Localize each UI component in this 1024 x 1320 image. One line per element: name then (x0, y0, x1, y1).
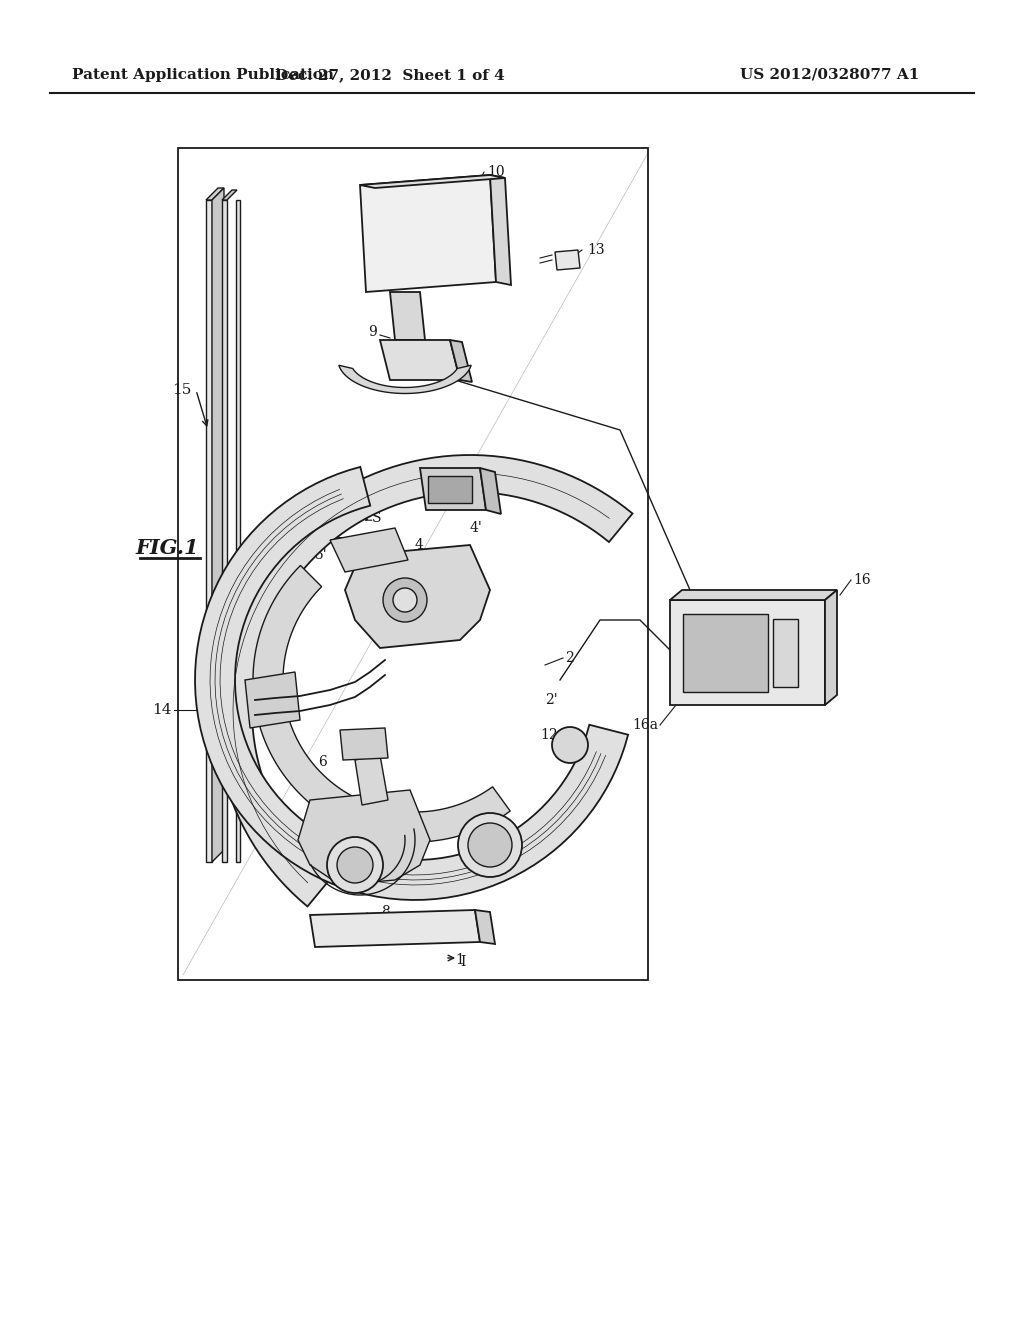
Polygon shape (339, 366, 471, 393)
Polygon shape (390, 292, 425, 341)
Polygon shape (475, 909, 495, 944)
Circle shape (383, 578, 427, 622)
Polygon shape (670, 590, 837, 601)
Polygon shape (245, 672, 300, 729)
Text: 14: 14 (153, 704, 172, 717)
Polygon shape (253, 565, 510, 842)
Text: 16: 16 (853, 573, 870, 587)
Polygon shape (825, 590, 837, 705)
Text: 7: 7 (319, 813, 329, 828)
Text: 5': 5' (315, 548, 328, 562)
Polygon shape (222, 190, 237, 201)
Polygon shape (206, 201, 212, 862)
Text: 15: 15 (173, 383, 193, 397)
Text: 1: 1 (455, 953, 464, 968)
Circle shape (327, 837, 383, 894)
Circle shape (552, 727, 588, 763)
Text: US 2012/0328077 A1: US 2012/0328077 A1 (740, 69, 920, 82)
Text: S: S (372, 511, 382, 525)
Polygon shape (340, 729, 388, 760)
Polygon shape (490, 176, 511, 285)
Text: 12: 12 (541, 729, 558, 742)
Text: Dec. 27, 2012  Sheet 1 of 4: Dec. 27, 2012 Sheet 1 of 4 (275, 69, 505, 82)
Polygon shape (360, 176, 505, 187)
Polygon shape (345, 545, 490, 648)
Text: 5: 5 (278, 738, 287, 752)
Polygon shape (360, 176, 496, 292)
Polygon shape (480, 469, 501, 513)
Text: 2': 2' (545, 693, 558, 708)
Circle shape (337, 847, 373, 883)
Polygon shape (428, 477, 472, 503)
Polygon shape (773, 619, 798, 686)
Text: 8: 8 (381, 906, 389, 919)
Polygon shape (330, 528, 408, 572)
Text: 6: 6 (318, 755, 327, 770)
Polygon shape (420, 469, 486, 510)
Text: Patent Application Publication: Patent Application Publication (72, 69, 334, 82)
Polygon shape (298, 789, 430, 884)
Text: 2: 2 (565, 651, 573, 665)
Circle shape (393, 587, 417, 612)
Text: 13: 13 (587, 243, 604, 257)
Polygon shape (355, 755, 388, 805)
Polygon shape (380, 341, 460, 380)
Polygon shape (195, 467, 628, 900)
Text: 10: 10 (487, 165, 505, 180)
Text: FIG.1: FIG.1 (135, 539, 199, 558)
Text: 3: 3 (468, 611, 477, 624)
Text: A2: A2 (303, 529, 322, 543)
Text: 4: 4 (415, 539, 424, 552)
Polygon shape (670, 601, 825, 705)
Polygon shape (555, 249, 580, 271)
Text: A1: A1 (329, 923, 348, 937)
Polygon shape (222, 201, 227, 862)
Polygon shape (206, 187, 224, 201)
Polygon shape (310, 909, 480, 946)
Polygon shape (450, 341, 472, 381)
Polygon shape (236, 201, 240, 862)
Text: 8': 8' (198, 645, 211, 659)
Circle shape (458, 813, 522, 876)
Text: II: II (229, 785, 240, 799)
Text: 9: 9 (369, 325, 377, 339)
Circle shape (468, 822, 512, 867)
Text: 4': 4' (470, 521, 482, 535)
Text: I: I (460, 954, 465, 969)
Text: 11: 11 (510, 832, 527, 845)
Polygon shape (215, 455, 633, 907)
Text: 16a: 16a (632, 718, 658, 733)
Polygon shape (212, 187, 224, 862)
Polygon shape (683, 614, 768, 692)
